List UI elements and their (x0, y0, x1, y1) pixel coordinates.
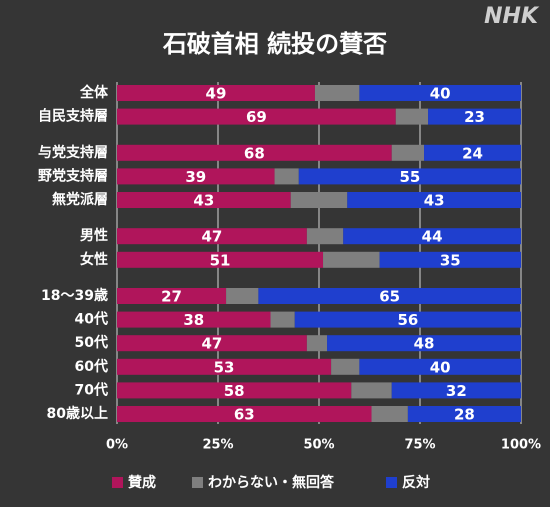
category-label: 60代 (75, 358, 108, 375)
bar-segment (306, 228, 344, 245)
data-label: 28 (454, 406, 475, 424)
legend-swatch (112, 477, 123, 488)
bar-segment (347, 192, 521, 208)
legend-swatch (386, 477, 397, 488)
bar-segment (331, 358, 360, 375)
bar-segment (117, 251, 324, 268)
data-label: 51 (210, 251, 231, 269)
legend-label: 賛成 (128, 474, 156, 491)
data-label: 40 (430, 85, 451, 103)
data-label: 55 (399, 168, 420, 186)
logo: NHK (484, 4, 540, 29)
data-label: 38 (183, 311, 204, 329)
bar-segment (117, 108, 396, 125)
data-label: 27 (161, 288, 182, 306)
category-label: 全体 (79, 84, 109, 101)
bar-segment (391, 382, 521, 399)
data-label: 69 (246, 108, 267, 126)
bar-segment (424, 144, 521, 161)
bar-segment (428, 108, 521, 125)
category-label: 自民支持層 (38, 108, 108, 125)
bar-segment (117, 288, 227, 304)
chart-title: 石破首相 続投の賛否 (162, 30, 387, 58)
data-label: 53 (214, 358, 235, 376)
bar-segment (395, 108, 429, 125)
category-label: 無党派層 (52, 191, 108, 208)
data-label: 49 (206, 85, 227, 103)
data-label: 24 (462, 144, 483, 162)
category-label: 野党支持層 (38, 167, 108, 184)
data-label: 39 (185, 168, 206, 186)
data-label: 63 (234, 406, 255, 424)
x-tick-label: 25% (202, 438, 233, 453)
bar-segment (306, 335, 328, 352)
x-tick-label: 100% (501, 438, 541, 453)
bar-segment (117, 228, 307, 245)
category-label: 女性 (80, 251, 108, 268)
bar-segment (327, 335, 521, 352)
bar-segment (407, 406, 521, 422)
bar-segment (117, 382, 352, 399)
data-label: 23 (464, 108, 485, 126)
bar-segment (117, 168, 275, 185)
bar-segment (117, 192, 291, 208)
category-label: 50代 (75, 334, 108, 351)
x-tick-label: 75% (404, 438, 435, 453)
bar-segment (274, 168, 299, 185)
bar-segment (226, 288, 259, 304)
data-label: 58 (224, 382, 245, 400)
data-label: 43 (424, 192, 445, 210)
category-label: 男性 (80, 227, 108, 244)
x-tick-label: 50% (303, 438, 334, 453)
category-label: 70代 (75, 381, 108, 398)
legend-swatch (192, 477, 203, 488)
bar-segment (359, 85, 521, 101)
bar-segment (270, 311, 295, 328)
bar-segment (371, 406, 408, 422)
bar-segment (379, 251, 521, 268)
data-label: 47 (202, 335, 223, 353)
data-label: 43 (193, 192, 214, 210)
bar-segment (294, 311, 521, 328)
bar-segment (117, 335, 307, 352)
bar-segment (323, 251, 380, 268)
category-label: 40代 (75, 311, 108, 328)
data-label: 32 (446, 382, 467, 400)
bar-segment (117, 85, 315, 101)
category-label: 与党支持層 (38, 144, 108, 161)
data-label: 65 (379, 288, 400, 306)
bar-segment (391, 144, 425, 161)
legend-label: 反対 (402, 474, 430, 491)
bar-segment (117, 406, 372, 422)
data-label: 47 (202, 228, 223, 246)
bar-segment (117, 144, 392, 161)
bar-segment (258, 288, 521, 304)
bar-segment (117, 358, 332, 375)
bar-segment (314, 85, 360, 101)
bar-segment (359, 358, 521, 375)
data-label: 56 (397, 311, 418, 329)
data-label: 48 (414, 335, 435, 353)
bar-segment (117, 311, 271, 328)
data-label: 35 (440, 251, 461, 269)
bar-segment (351, 382, 392, 399)
bar-segment (298, 168, 521, 185)
bar-segment (343, 228, 521, 245)
data-label: 44 (422, 228, 443, 246)
category-label: 18〜39歳 (41, 287, 108, 304)
data-label: 40 (430, 358, 451, 376)
category-label: 80歳以上 (47, 405, 108, 422)
bar-segment (290, 192, 348, 208)
data-label: 68 (244, 144, 265, 162)
x-tick-label: 0% (106, 438, 128, 453)
legend-label: わからない・無回答 (208, 474, 335, 491)
